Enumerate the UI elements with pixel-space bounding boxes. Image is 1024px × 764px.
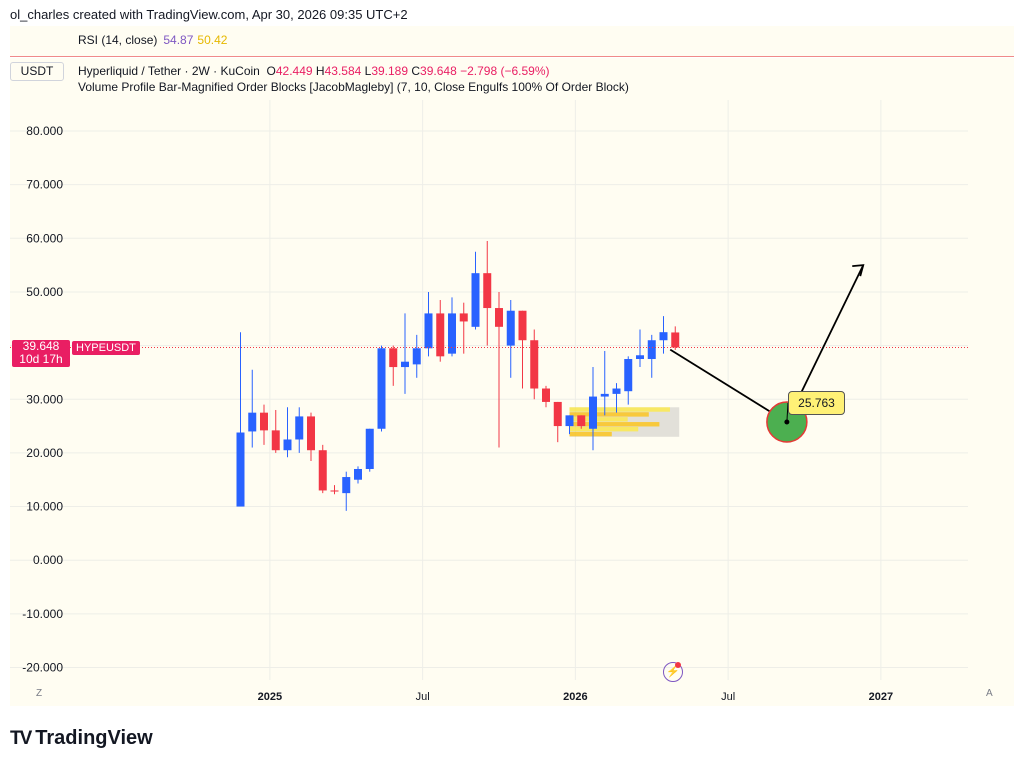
arrow-head [852, 264, 865, 277]
candle-body [448, 313, 456, 354]
volume-profile-bar [569, 431, 612, 437]
y-tick-label: 0.000 [33, 553, 63, 567]
x-tick-label: Jul [721, 691, 735, 703]
rsi-label[interactable]: RSI (14, close) [78, 33, 158, 47]
target-callout-line [786, 402, 789, 423]
y-tick-label: 80.000 [26, 124, 63, 138]
rsi-value: 54.87 [163, 33, 194, 47]
rsi-pane: RSI (14, close) 54.87 50.42 [10, 26, 1014, 57]
candle-body [671, 332, 680, 348]
volume-profile-bar [569, 422, 660, 427]
volume-profile-bar [569, 407, 670, 412]
candle-body [600, 393, 609, 397]
candle-body [295, 416, 304, 440]
rsi-ma-value: 50.42 [197, 33, 228, 47]
open-value: 42.449 [275, 64, 313, 78]
symbol-legend: Hyperliquid / Tether · 2W · KuCoin O42.4… [78, 64, 550, 78]
x-tick-label: 2026 [563, 691, 587, 703]
candle-body [530, 340, 539, 389]
candle-body [377, 348, 386, 429]
candle-body [506, 310, 515, 346]
indicator-legend[interactable]: Volume Profile Bar-Magnified Order Block… [78, 80, 629, 94]
y-tick-label: -20.000 [22, 661, 63, 675]
y-tick-label: 60.000 [26, 231, 63, 245]
candle-body [647, 340, 656, 360]
candle-body [354, 468, 362, 480]
high-value: 43.584 [324, 64, 362, 78]
candle-body [659, 332, 668, 341]
last-price-value: 39.648 [22, 339, 60, 353]
volume-profile-bar [569, 412, 649, 417]
candle-body [459, 313, 468, 322]
y-tick-label: 30.000 [26, 392, 63, 406]
symbol-title[interactable]: Hyperliquid / Tether · 2W · KuCoin [78, 64, 260, 78]
volume-profile-bar [569, 417, 628, 422]
projection-leg-down [669, 348, 788, 423]
candle-body [389, 348, 398, 368]
candle-body [565, 415, 574, 427]
candle-body [553, 401, 562, 427]
candle-body [424, 313, 433, 349]
candle-body [577, 415, 586, 427]
tradingview-logo-text: TradingView [35, 727, 153, 749]
notification-dot [675, 662, 681, 668]
tradingview-logo-icon: TV [10, 728, 32, 749]
candle-body [248, 412, 257, 432]
candle-body [483, 273, 492, 309]
candle-body [260, 412, 268, 431]
close-label: C [411, 64, 421, 78]
candle-body [342, 477, 351, 494]
y-tick-label: 20.000 [26, 446, 63, 460]
target-price-label[interactable]: 25.763 [788, 391, 845, 415]
x-tick-label: 2027 [869, 691, 893, 703]
zoom-toggle-button[interactable]: Z [36, 688, 43, 699]
candle-body [612, 388, 621, 394]
candle-body [330, 490, 339, 492]
y-tick-label: 50.000 [26, 285, 63, 299]
close-value: 39.648 [420, 64, 457, 78]
candle-body [365, 428, 374, 469]
candle-body [542, 388, 550, 402]
candle-body [412, 348, 421, 365]
y-tick-label: -10.000 [22, 607, 63, 621]
x-tick-label: 2025 [258, 691, 282, 703]
candle-body [518, 310, 527, 341]
open-label: O [266, 64, 276, 78]
low-label: L [364, 64, 372, 78]
candle-body [624, 359, 633, 392]
last-price-tag: 39.648 10d 17h [12, 340, 70, 367]
y-tick-label: 10.000 [26, 500, 63, 514]
candle-body [401, 361, 409, 368]
symbol-price-label: HYPEUSDT [72, 341, 140, 355]
candle-body [495, 308, 503, 327]
candle-body [589, 396, 597, 429]
change-value: −2.798 (−6.59%) [460, 64, 550, 78]
candle-body [307, 416, 315, 451]
candle-body [236, 432, 245, 507]
candle-body [271, 430, 280, 451]
currency-button[interactable]: USDT [10, 62, 64, 81]
y-tick-label: 70.000 [26, 178, 63, 192]
attribution-text: ol_charles created with TradingView.com,… [10, 7, 408, 22]
candle-body [318, 450, 327, 491]
bar-countdown: 10d 17h [19, 352, 63, 366]
auto-scale-button[interactable]: A [986, 688, 993, 699]
candle-body [436, 313, 445, 357]
candle-body [636, 355, 644, 360]
rsi-legend: RSI (14, close) 54.87 50.42 [78, 33, 227, 47]
volume-profile-bar [569, 426, 639, 432]
tradingview-logo: TV TradingView [10, 727, 153, 750]
x-tick-label: Jul [416, 691, 430, 703]
low-value: 39.189 [371, 64, 409, 78]
flash-icon[interactable]: ⚡ [663, 662, 683, 682]
high-label: H [315, 64, 325, 78]
candle-body [283, 439, 292, 451]
main-chart-pane[interactable] [10, 58, 1014, 706]
candle-body [471, 273, 480, 327]
